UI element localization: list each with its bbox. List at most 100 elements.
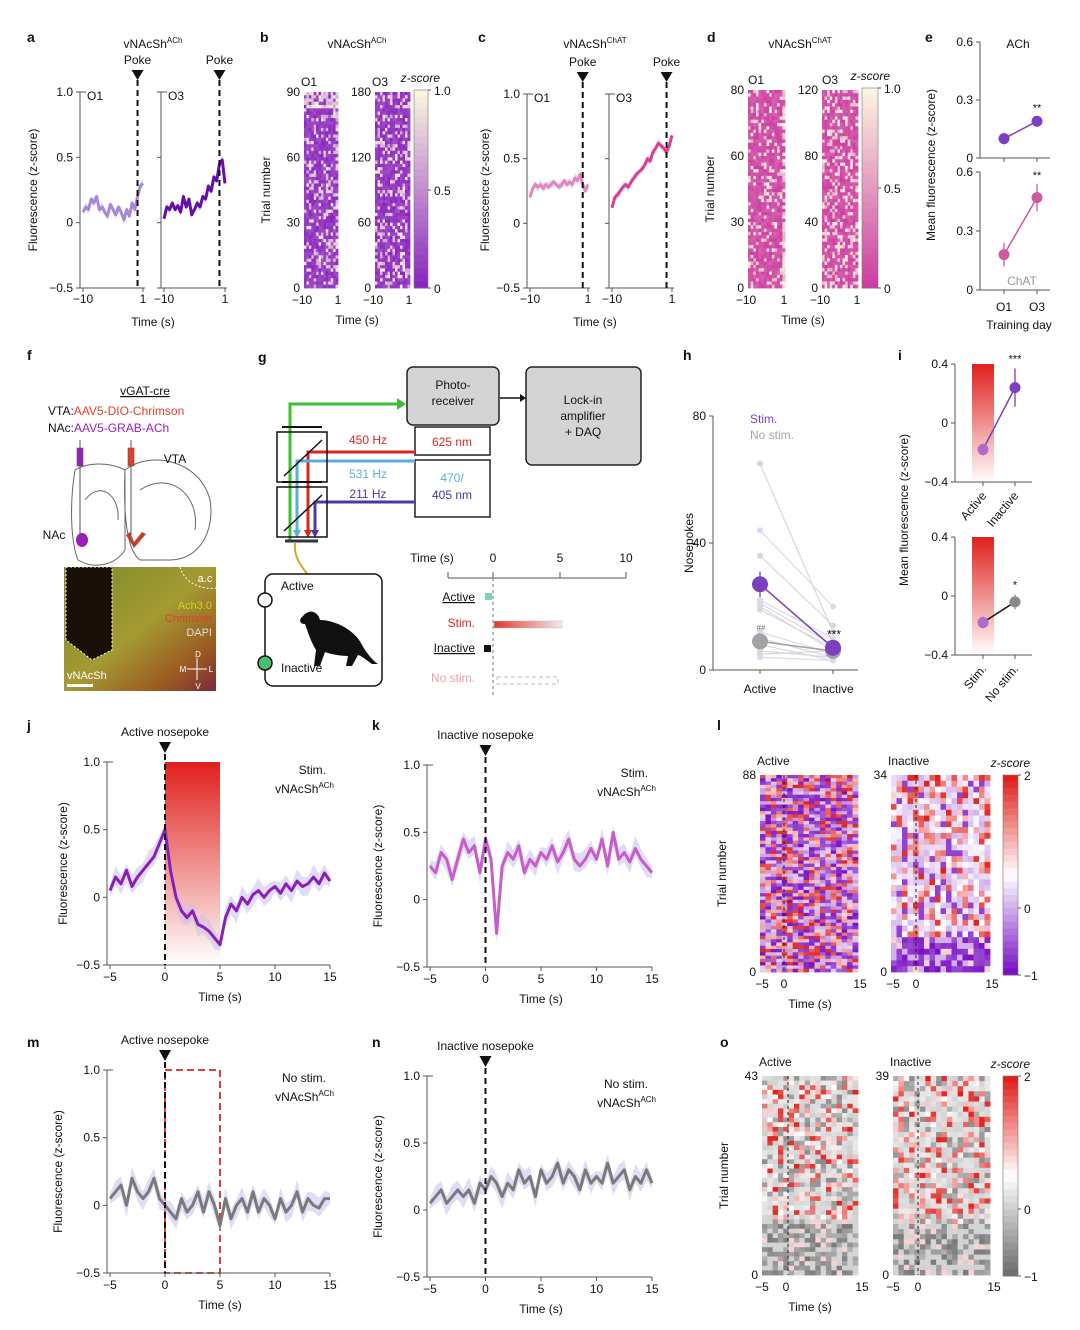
heatmap-cell bbox=[748, 169, 752, 173]
heatmap-cell bbox=[380, 173, 383, 178]
heatmap-cell bbox=[781, 811, 788, 815]
heatmap-cell bbox=[328, 154, 332, 158]
heatmap-cell bbox=[836, 955, 843, 960]
heatmap-cell bbox=[847, 228, 851, 233]
heatmap-cell bbox=[929, 798, 936, 805]
heatmap-cell bbox=[940, 861, 947, 869]
heatmap-cell bbox=[855, 129, 859, 134]
heatmap-cell bbox=[896, 809, 903, 816]
heatmap-cell bbox=[827, 179, 831, 183]
heatmap-cell bbox=[837, 225, 841, 229]
heatmap-cell bbox=[397, 157, 401, 161]
colorbar-segment bbox=[862, 188, 878, 196]
heatmap-cell bbox=[840, 218, 843, 223]
heatmap-cell bbox=[832, 195, 836, 200]
heatmap-cell bbox=[787, 775, 794, 779]
heatmap-cell bbox=[842, 119, 846, 124]
heatmap-cell bbox=[834, 222, 838, 226]
heatmap-cell bbox=[328, 245, 332, 250]
heatmap-cell bbox=[907, 815, 914, 822]
heatmap-cell bbox=[313, 108, 317, 112]
heatmap-cell bbox=[377, 183, 381, 188]
x-tick-label: 1 bbox=[585, 292, 592, 306]
heatmap-cell bbox=[781, 883, 788, 888]
heatmap-cell bbox=[397, 196, 401, 201]
heatmap-cell bbox=[847, 834, 853, 838]
heatmap-cell bbox=[402, 98, 406, 103]
heatmap-cell bbox=[330, 203, 334, 207]
heatmap-cell bbox=[382, 98, 386, 103]
heatmap-cell bbox=[774, 159, 778, 163]
heatmap-cell bbox=[787, 804, 794, 809]
heatmap-cell bbox=[382, 281, 386, 286]
heatmap-cell bbox=[333, 232, 336, 237]
heatmap-cell bbox=[377, 242, 381, 246]
heatmap-cell bbox=[787, 847, 794, 851]
heatmap-cell bbox=[852, 132, 856, 137]
heatmap-cell bbox=[333, 170, 336, 175]
heatmap-cell bbox=[832, 123, 836, 127]
heatmap-cell bbox=[840, 172, 843, 177]
heatmap-o3 bbox=[375, 92, 411, 289]
heatmap-cell bbox=[375, 183, 378, 188]
heatmap-cell bbox=[779, 109, 783, 114]
heatmap-cell bbox=[761, 175, 765, 180]
heatmap-cell bbox=[770, 889, 777, 894]
heatmap-cell bbox=[758, 179, 762, 183]
heatmap-cell bbox=[834, 205, 838, 210]
heatmap-cell bbox=[830, 853, 837, 858]
heatmap-cell bbox=[390, 248, 393, 253]
heatmap-cell bbox=[829, 255, 833, 259]
heatmap-cell bbox=[842, 149, 846, 154]
heatmap-cell bbox=[819, 857, 826, 861]
heatmap-cell bbox=[306, 154, 310, 158]
heatmap-cell bbox=[758, 235, 762, 239]
heatmap-cell bbox=[311, 203, 315, 207]
heatmap-cell bbox=[787, 830, 794, 835]
heatmap-cell bbox=[392, 134, 396, 139]
heatmap-cell bbox=[385, 95, 388, 99]
heatmap-cell bbox=[382, 252, 386, 256]
heatmap-cell bbox=[847, 843, 853, 848]
heatmap-cell bbox=[328, 144, 332, 148]
heatmap-cell bbox=[390, 170, 393, 175]
heatmap-cell bbox=[836, 824, 843, 828]
heatmap-cell bbox=[306, 98, 310, 103]
heatmap-cell bbox=[304, 95, 307, 99]
heatmap-cell bbox=[380, 167, 383, 171]
heatmap-cell bbox=[758, 215, 762, 220]
heatmap-cell bbox=[840, 159, 843, 163]
heatmap-cell bbox=[405, 219, 408, 224]
heatmap-cell bbox=[308, 105, 312, 109]
heatmap-cell bbox=[824, 215, 828, 220]
heatmap-cell bbox=[847, 893, 853, 897]
heatmap-cell bbox=[753, 123, 757, 127]
heatmap-cell bbox=[809, 834, 815, 838]
heatmap-cell bbox=[776, 857, 783, 861]
heatmap-cell bbox=[400, 131, 403, 135]
heatmap-cell bbox=[836, 926, 843, 930]
heatmap-cell bbox=[777, 175, 781, 180]
heatmap-cell bbox=[824, 284, 828, 289]
heatmap-cell bbox=[918, 786, 925, 793]
heatmap-cell bbox=[321, 160, 324, 165]
heatmap-cell bbox=[758, 136, 762, 140]
heatmap-cell bbox=[837, 106, 841, 111]
heatmap-cell bbox=[313, 98, 317, 103]
heatmap-cell bbox=[822, 90, 825, 94]
heatmap-cell bbox=[771, 169, 775, 173]
heatmap-cell bbox=[385, 261, 388, 266]
heatmap-cell bbox=[832, 255, 836, 259]
heatmap-cell bbox=[829, 156, 833, 160]
heatmap-cell bbox=[840, 175, 843, 180]
heatmap-cell bbox=[852, 218, 856, 223]
heatmap-cell bbox=[951, 850, 958, 857]
heatmap-cell bbox=[304, 114, 307, 119]
heatmap-cell bbox=[392, 196, 396, 201]
heatmap-cell bbox=[318, 278, 322, 282]
heatmap-cell bbox=[763, 182, 767, 187]
heatmap-cell bbox=[308, 186, 312, 191]
heatmap-cell bbox=[902, 844, 908, 851]
heatmap-cell bbox=[827, 90, 831, 94]
heatmap-cell bbox=[837, 172, 841, 177]
